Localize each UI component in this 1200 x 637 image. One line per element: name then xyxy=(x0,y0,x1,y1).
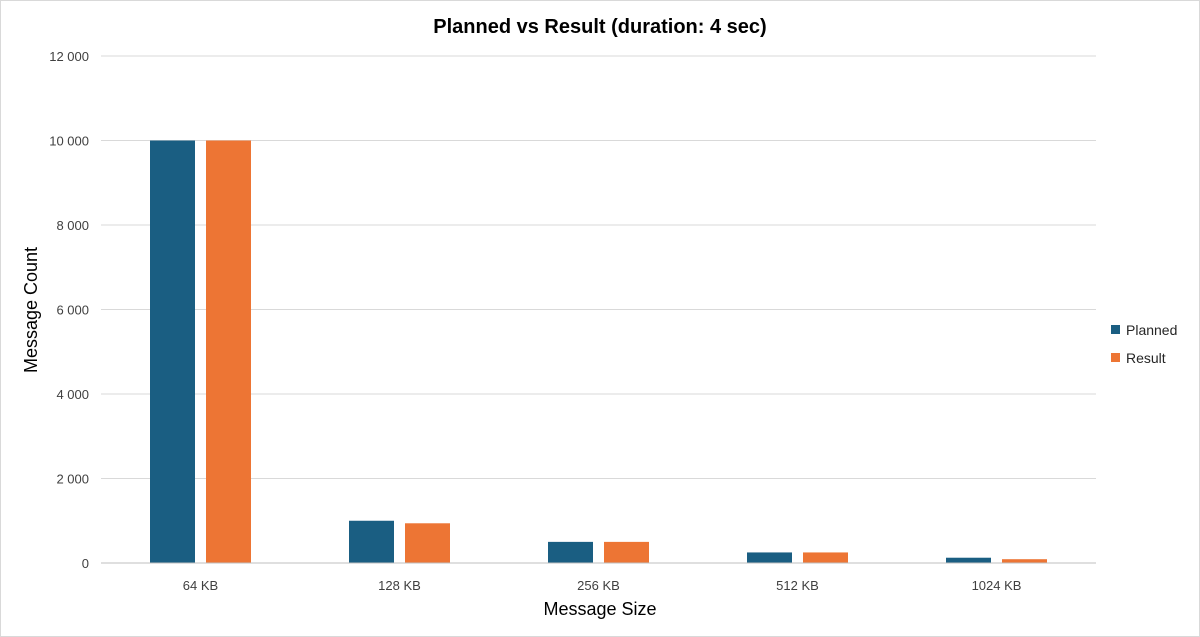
y-tick-label: 10 000 xyxy=(49,134,89,149)
bars xyxy=(150,140,1047,563)
bar-result-3 xyxy=(803,552,848,563)
x-axis-ticks: 64 KB 128 KB 256 KB 512 KB 1024 KB xyxy=(183,578,1022,593)
y-axis-title: Message Count xyxy=(21,247,41,373)
chart-title: Planned vs Result (duration: 4 sec) xyxy=(433,16,766,38)
y-tick-label: 4 000 xyxy=(56,387,89,402)
legend-swatch-planned xyxy=(1111,325,1120,334)
bar-result-2 xyxy=(604,541,649,563)
y-tick-label: 6 000 xyxy=(56,303,89,318)
bar-planned-1 xyxy=(349,520,394,563)
legend: Planned Result xyxy=(1111,322,1177,366)
x-tick-label: 128 KB xyxy=(378,578,421,593)
legend-label-result: Result xyxy=(1126,350,1166,366)
bar-planned-2 xyxy=(548,541,593,563)
x-tick-label: 1024 KB xyxy=(972,578,1022,593)
bar-planned-4 xyxy=(946,557,991,563)
y-axis-ticks: 0 2 000 4 000 6 000 8 000 10 000 12 000 xyxy=(49,49,89,571)
y-tick-label: 12 000 xyxy=(49,49,89,64)
x-tick-label: 64 KB xyxy=(183,578,218,593)
x-tick-label: 512 KB xyxy=(776,578,819,593)
x-axis-title: Message Size xyxy=(543,599,656,619)
bar-planned-0 xyxy=(150,140,195,563)
y-tick-label: 8 000 xyxy=(56,218,89,233)
y-tick-label: 2 000 xyxy=(56,472,89,487)
legend-label-planned: Planned xyxy=(1126,322,1177,338)
bar-planned-3 xyxy=(747,552,792,563)
legend-swatch-result xyxy=(1111,353,1120,362)
bar-result-0 xyxy=(206,140,251,563)
bar-result-4 xyxy=(1002,559,1047,563)
x-tick-label: 256 KB xyxy=(577,578,620,593)
gridlines xyxy=(101,55,1096,479)
y-tick-label: 0 xyxy=(82,556,89,571)
bar-result-1 xyxy=(405,523,450,563)
